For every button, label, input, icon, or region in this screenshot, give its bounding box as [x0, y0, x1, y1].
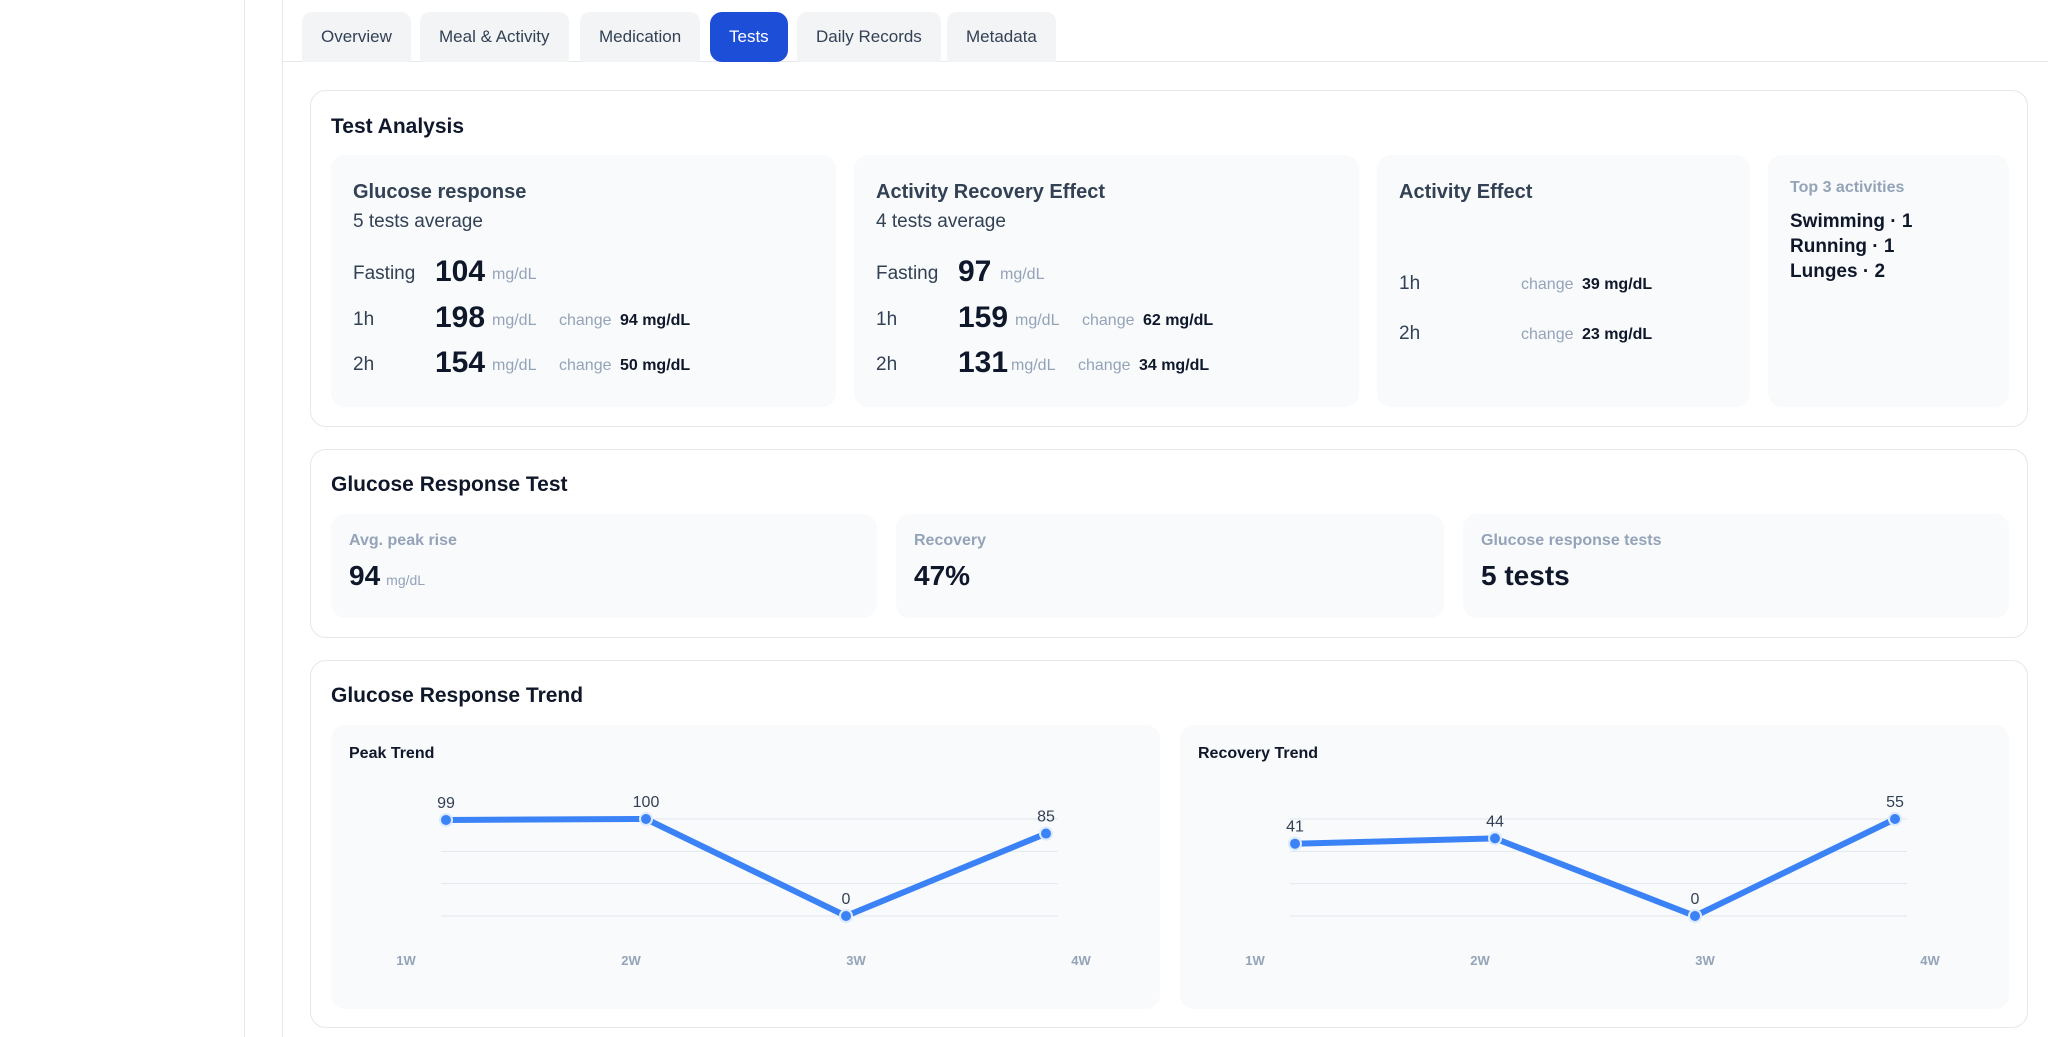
row-label: 1h — [353, 309, 375, 330]
data-label: 44 — [1486, 813, 1504, 830]
series-line — [1292, 816, 1898, 919]
panel-title: Top 3 activities — [1790, 179, 1905, 196]
data-point — [441, 814, 451, 825]
series-line — [443, 816, 1049, 919]
activity-item: Swimming · 1 — [1790, 211, 1913, 232]
tab-medication[interactable]: Medication — [580, 12, 701, 62]
card-title: Glucose Response Test — [331, 473, 568, 496]
main-content: Overview Meal & Activity Medication Test… — [282, 0, 2048, 1037]
row-value: 154 — [435, 346, 486, 379]
stat-test-count: Glucose response tests 5 tests — [1463, 514, 2009, 618]
data-label: 99 — [437, 795, 455, 812]
panel-title: Activity Effect — [1399, 181, 1533, 203]
data-label: 55 — [1886, 794, 1904, 811]
row-unit: mg/dL — [1000, 266, 1045, 283]
recovery-trend-panel: Recovery Trend 41 44 0 55 1W 2W 3W 4W — [1180, 725, 2009, 1009]
row-label: 1h — [1399, 273, 1421, 294]
data-point — [641, 814, 651, 824]
data-label: 41 — [1286, 819, 1304, 836]
stat-label: Avg. peak rise — [349, 532, 457, 549]
peak-trend-chart: 99 100 0 85 1W 2W 3W 4W — [396, 794, 1091, 968]
data-label: 0 — [1691, 891, 1700, 908]
data-point — [841, 911, 851, 921]
row-value: 104 — [435, 255, 486, 288]
data-point — [1041, 828, 1051, 839]
test-analysis-card: Test Analysis Glucose response 5 tests a… — [310, 90, 2028, 427]
row-change: change 50 mg/dL — [559, 357, 691, 374]
data-point — [1690, 911, 1700, 921]
panel-subtitle: 4 tests average — [876, 211, 1006, 232]
glucose-response-test-card: Glucose Response Test Avg. peak rise 94 m… — [310, 449, 2028, 638]
card-title: Test Analysis — [331, 115, 465, 138]
tab-daily-records[interactable]: Daily Records — [797, 12, 941, 62]
stat-value: 94 mg/dL — [349, 560, 426, 591]
sidebar — [0, 0, 245, 1037]
x-tick-label: 1W — [396, 953, 416, 968]
row-change: change 39 mg/dL — [1521, 276, 1653, 293]
stat-label: Recovery — [914, 532, 987, 549]
x-tick-label: 3W — [1695, 953, 1715, 968]
peak-trend-panel: Peak Trend 99 100 0 85 1W 2W 3W 4W — [331, 725, 1160, 1009]
row-unit: mg/dL — [492, 357, 537, 374]
row-label: 2h — [1399, 323, 1421, 344]
panel-title: Glucose response — [353, 181, 527, 203]
row-change: change 94 mg/dL — [559, 312, 691, 329]
stat-avg-peak-rise: Avg. peak rise 94 mg/dL — [331, 514, 877, 618]
row-label: 1h — [876, 309, 898, 330]
data-label: 100 — [633, 794, 660, 811]
data-point — [1490, 833, 1500, 844]
glucose-response-panel: Glucose response 5 tests average Fasting… — [331, 155, 836, 407]
row-value: 97 — [958, 255, 992, 288]
data-point — [1890, 814, 1900, 824]
row-unit: mg/dL — [1011, 357, 1056, 374]
recovery-trend-chart: 41 44 0 55 1W 2W 3W 4W — [1245, 794, 1940, 968]
top-activities-panel: Top 3 activities Swimming · 1 Running · … — [1768, 155, 2009, 407]
row-change: change 23 mg/dL — [1521, 326, 1653, 343]
activity-item: Running · 1 — [1790, 236, 1895, 257]
x-tick-label: 2W — [621, 953, 641, 968]
data-label: 0 — [842, 891, 851, 908]
x-tick-label: 4W — [1920, 953, 1940, 968]
row-unit: mg/dL — [1015, 312, 1060, 329]
x-tick-label: 2W — [1470, 953, 1490, 968]
panel-title: Activity Recovery Effect — [876, 181, 1105, 203]
row-label: Fasting — [353, 263, 416, 284]
stat-value: 5 tests — [1481, 560, 1570, 591]
row-label: Fasting — [876, 263, 939, 284]
data-point — [1290, 838, 1300, 849]
activity-recovery-panel: Activity Recovery Effect 4 tests average… — [854, 155, 1359, 407]
chart-title: Recovery Trend — [1198, 745, 1319, 762]
x-tick-label: 4W — [1071, 953, 1091, 968]
tab-tests[interactable]: Tests — [710, 12, 788, 62]
card-title: Glucose Response Trend — [331, 684, 584, 707]
row-change: change 34 mg/dL — [1078, 357, 1210, 374]
row-value: 159 — [958, 301, 1009, 334]
panel-subtitle: 5 tests average — [353, 211, 483, 232]
tab-metadata[interactable]: Metadata — [947, 12, 1056, 62]
x-tick-label: 3W — [846, 953, 866, 968]
stat-recovery: Recovery 47% — [896, 514, 1444, 618]
row-change: change 62 mg/dL — [1082, 312, 1214, 329]
row-unit: mg/dL — [492, 312, 537, 329]
chart-title: Peak Trend — [349, 745, 435, 762]
glucose-response-trend-card: Glucose Response Trend Peak Trend 99 100 0… — [310, 660, 2028, 1028]
x-tick-label: 1W — [1245, 953, 1265, 968]
row-value: 198 — [435, 301, 486, 334]
row-value: 131 — [958, 346, 1009, 379]
tab-overview[interactable]: Overview — [302, 12, 411, 62]
data-label: 85 — [1037, 809, 1055, 826]
tab-meal-activity[interactable]: Meal & Activity — [420, 12, 569, 62]
activity-item: Lunges · 2 — [1790, 261, 1886, 282]
activity-effect-panel: Activity Effect 1h change 39 mg/dL 2h ch… — [1377, 155, 1750, 407]
tab-bar: Overview Meal & Activity Medication Test… — [283, 12, 2048, 62]
row-unit: mg/dL — [492, 266, 537, 283]
row-label: 2h — [353, 354, 375, 375]
stat-label: Glucose response tests — [1481, 532, 1662, 549]
row-label: 2h — [876, 354, 898, 375]
stat-value: 47% — [914, 560, 971, 591]
